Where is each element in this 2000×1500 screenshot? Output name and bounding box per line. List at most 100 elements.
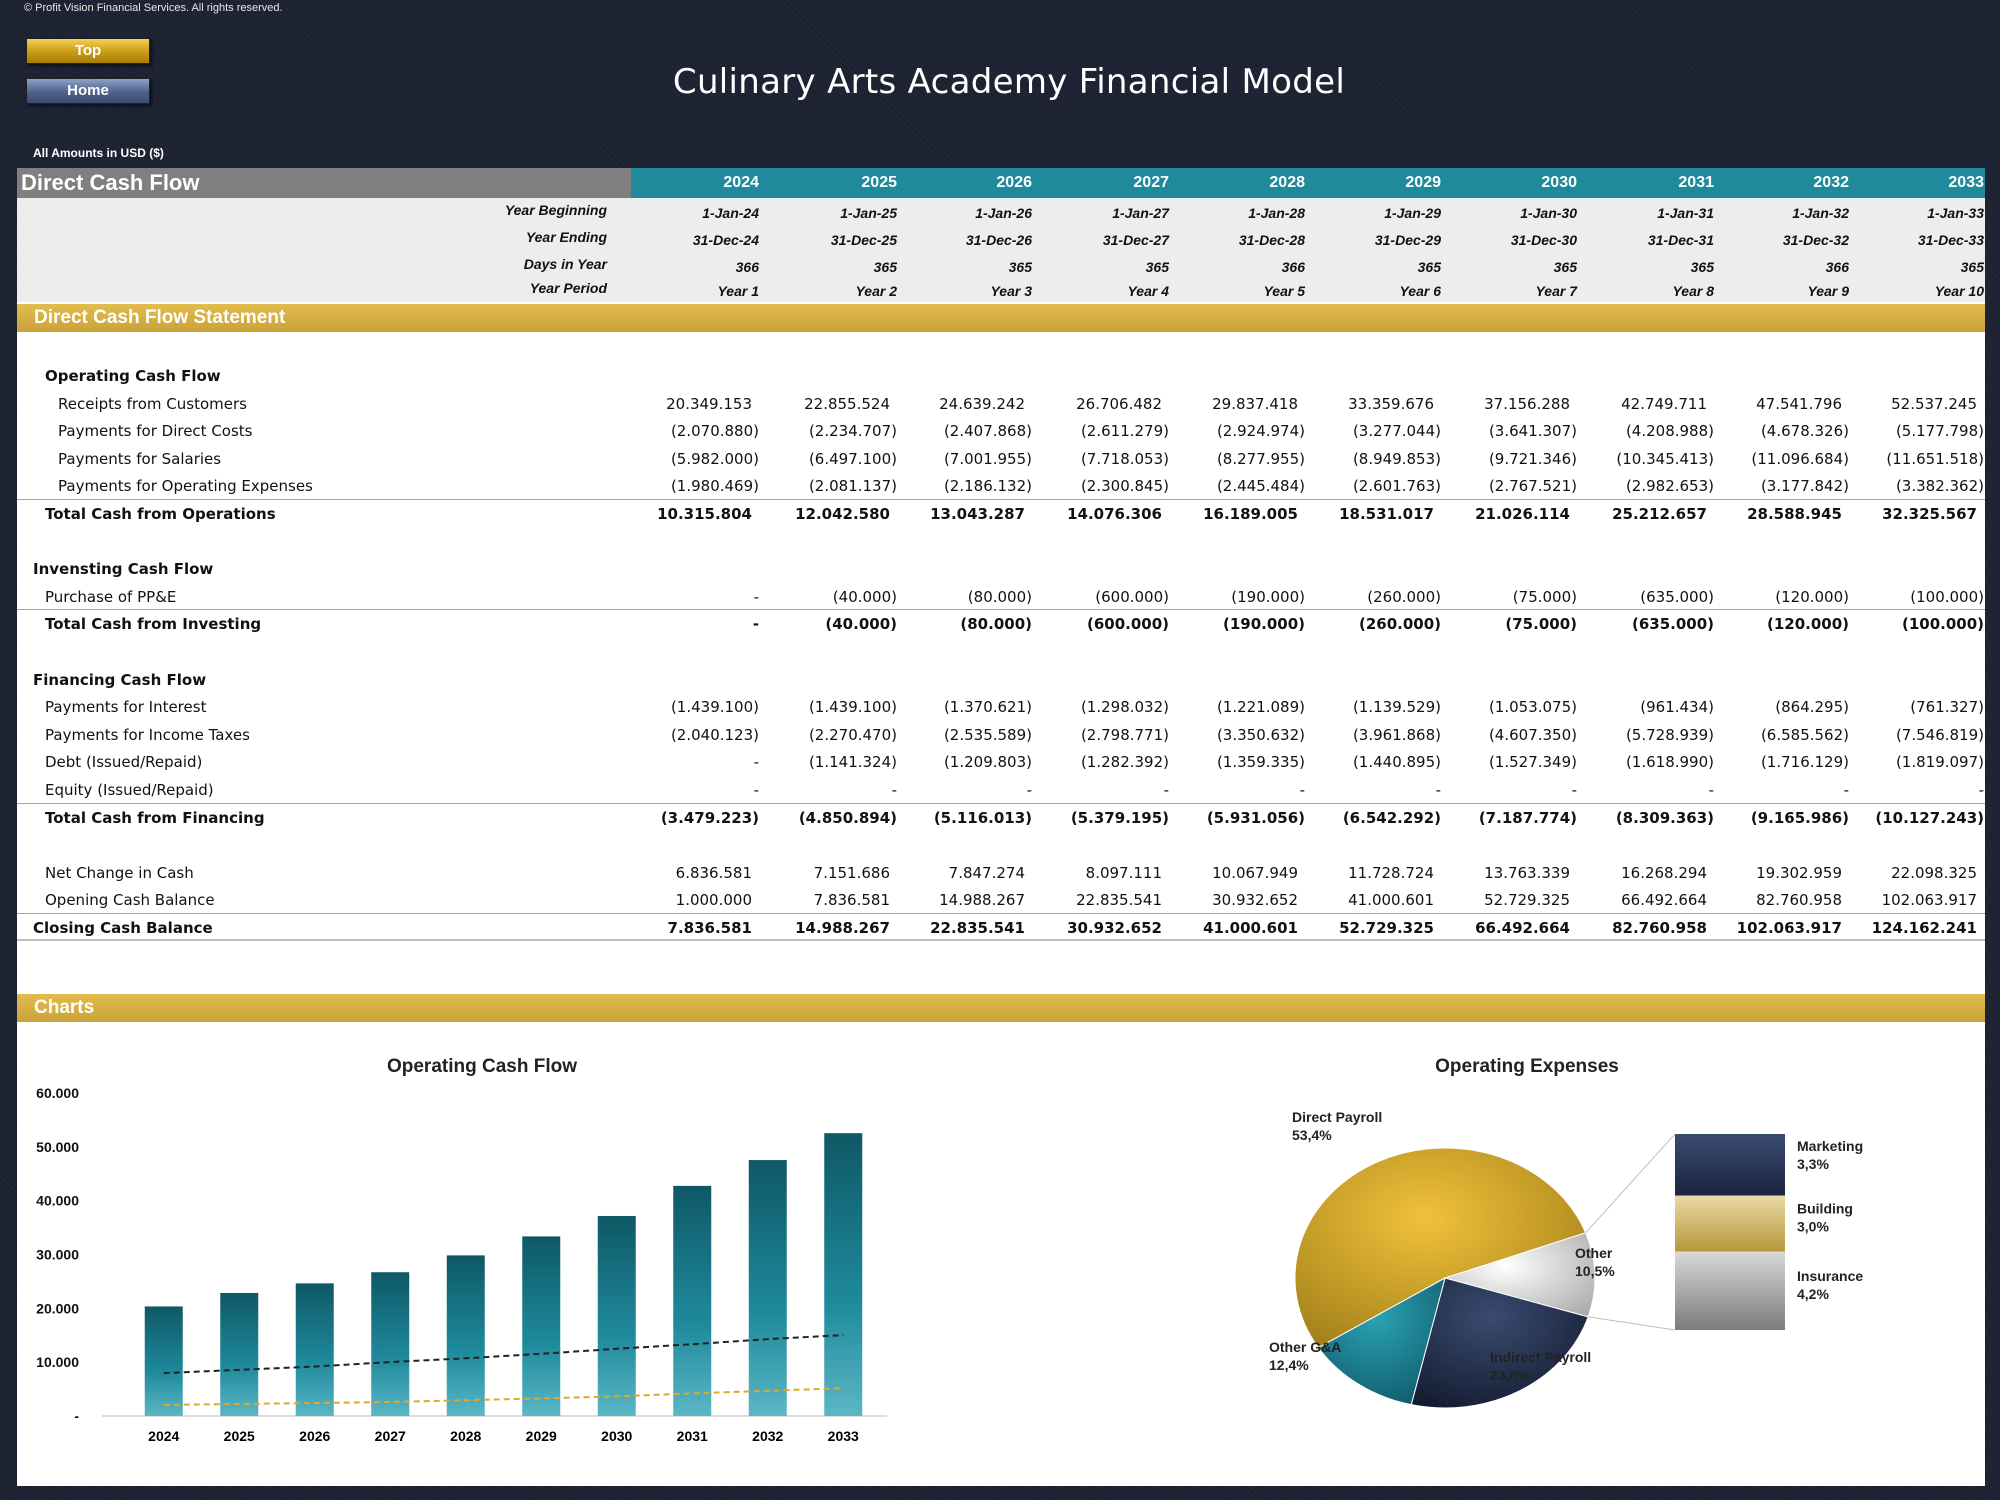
meta-cell: Year 5: [1263, 283, 1305, 299]
table-cell: (3.177.842): [1760, 477, 1849, 496]
table-cell: 82.760.958: [1612, 919, 1707, 937]
copyright-notice: © Profit Vision Financial Services. All …: [24, 2, 283, 14]
meta-cell: 366: [1281, 259, 1305, 275]
pie-label: Other G&A: [1269, 1339, 1341, 1355]
meta-cell: 365: [1690, 259, 1714, 275]
table-cell: 82.760.958: [1756, 891, 1842, 910]
pie-percent-label: 53,4%: [1292, 1127, 1332, 1143]
meta-cell: 1-Jan-30: [1520, 205, 1577, 221]
receipts-bar: [748, 1160, 787, 1416]
table-cell: 19.302.959: [1756, 863, 1842, 882]
row-label: Total Cash from Financing: [45, 808, 265, 827]
table-cell: (7.546.819): [1895, 725, 1984, 744]
table-cell: (635.000): [1631, 615, 1714, 634]
table-cell: -: [1708, 781, 1714, 799]
meta-cell: Year 8: [1672, 283, 1714, 299]
row-label: Invensting Cash Flow: [33, 560, 214, 579]
year-header-cell: 2026: [996, 174, 1032, 191]
meta-cell: 365: [1008, 259, 1032, 275]
meta-cell: Year 10: [1934, 283, 1984, 299]
table-cell: (100.000): [1901, 615, 1984, 634]
breakdown-percent-label: 4,2%: [1797, 1286, 1829, 1302]
table-cell: (4.678.326): [1760, 422, 1849, 441]
meta-cell: 1-Jan-25: [840, 205, 897, 221]
table-cell: 18.531.017: [1339, 505, 1434, 523]
row-label: Financing Cash Flow: [33, 670, 207, 689]
meta-cell: 31-Dec-27: [1102, 232, 1169, 248]
table-cell: (2.040.123): [670, 725, 759, 744]
meta-cell: 365: [873, 259, 897, 275]
receipts-bar: [220, 1292, 259, 1416]
table-cell: (5.379.195): [1070, 808, 1169, 827]
meta-cell: 31-Dec-24: [692, 232, 759, 248]
table-cell: 10.067.949: [1212, 863, 1298, 882]
table-cell: (2.982.653): [1625, 477, 1714, 496]
table-cell: (6.497.100): [808, 449, 897, 468]
table-cell: (7.718.053): [1080, 449, 1169, 468]
table-cell: 102.063.917: [1881, 891, 1977, 910]
table-cell: (961.434): [1640, 698, 1714, 717]
table-cell: (260.000): [1358, 615, 1441, 634]
breakdown-segment-building: [1675, 1195, 1785, 1252]
breakdown-segment-insurance: [1675, 1251, 1785, 1330]
table-cell: 7.836.581: [667, 919, 752, 937]
table-cell: (75.000): [1512, 587, 1577, 606]
receipts-bar: [446, 1255, 485, 1416]
year-header-cell: 2033: [1948, 174, 1984, 191]
table-cell: (3.479.223): [660, 808, 759, 827]
table-cell: (80.000): [967, 587, 1032, 606]
table-cell: -: [1026, 781, 1032, 799]
receipts-bar: [371, 1272, 410, 1416]
breakdown-label: Building: [1797, 1201, 1853, 1217]
receipts-bar: [144, 1306, 183, 1416]
pie-percent-label: 10,5%: [1575, 1263, 1615, 1279]
top-button[interactable]: Top: [26, 38, 150, 64]
table-cell: (3.382.362): [1895, 477, 1984, 496]
meta-cell: 31-Dec-30: [1510, 232, 1577, 248]
receipts-bar: [673, 1185, 712, 1416]
breakdown-label: Marketing: [1797, 1138, 1863, 1154]
table-cell: (5.931.056): [1206, 808, 1305, 827]
table-cell: (600.000): [1086, 615, 1169, 634]
table-cell: (10.345.413): [1616, 449, 1714, 468]
table-cell: (40.000): [832, 587, 897, 606]
row-label: Payments for Income Taxes: [45, 725, 250, 744]
row-label: Net Change in Cash: [45, 863, 194, 882]
table-cell: 21.026.114: [1475, 505, 1570, 523]
year-header-cell: 2029: [1405, 174, 1441, 191]
row-label: Payments for Salaries: [58, 449, 222, 468]
table-cell: 26.706.482: [1076, 394, 1162, 413]
table-cell: (2.924.974): [1216, 422, 1305, 441]
row-separator: [17, 939, 1985, 941]
breakdown-percent-label: 3,3%: [1797, 1156, 1829, 1172]
table-cell: (761.327): [1910, 698, 1984, 717]
home-button[interactable]: Home: [26, 78, 150, 104]
meta-cell: 31-Dec-26: [965, 232, 1032, 248]
x-tick-label: 2033: [828, 1428, 859, 1444]
y-tick-label: 60.000: [36, 1085, 79, 1101]
table-cell: -: [1978, 781, 1984, 799]
year-header-cell: 2031: [1678, 174, 1714, 191]
meta-cell: Year 2: [855, 283, 897, 299]
y-tick-label: 40.000: [36, 1193, 79, 1209]
table-cell: (190.000): [1231, 587, 1305, 606]
table-cell: 41.000.601: [1203, 919, 1298, 937]
table-cell: (635.000): [1640, 587, 1714, 606]
table-cell: (8.277.955): [1216, 449, 1305, 468]
table-cell: 13.763.339: [1484, 863, 1570, 882]
table-cell: (7.187.774): [1478, 808, 1577, 827]
row-label: Receipts from Customers: [58, 394, 247, 413]
receipts-bar: [597, 1215, 636, 1416]
row-label: Total Cash from Investing: [45, 615, 262, 634]
table-cell: 52.729.325: [1339, 919, 1434, 937]
y-tick-label: -: [74, 1408, 79, 1424]
breakdown-percent-label: 3,0%: [1797, 1219, 1829, 1235]
table-cell: 33.359.676: [1348, 394, 1434, 413]
breakdown-connector: [1588, 1316, 1676, 1331]
meta-cell: 365: [1960, 259, 1984, 275]
table-cell: 29.837.418: [1212, 394, 1298, 413]
table-cell: 22.835.541: [930, 919, 1025, 937]
table-cell: (2.070.880): [670, 422, 759, 441]
table-cell: 1.000.000: [675, 891, 752, 910]
y-tick-label: 10.000: [36, 1354, 79, 1370]
